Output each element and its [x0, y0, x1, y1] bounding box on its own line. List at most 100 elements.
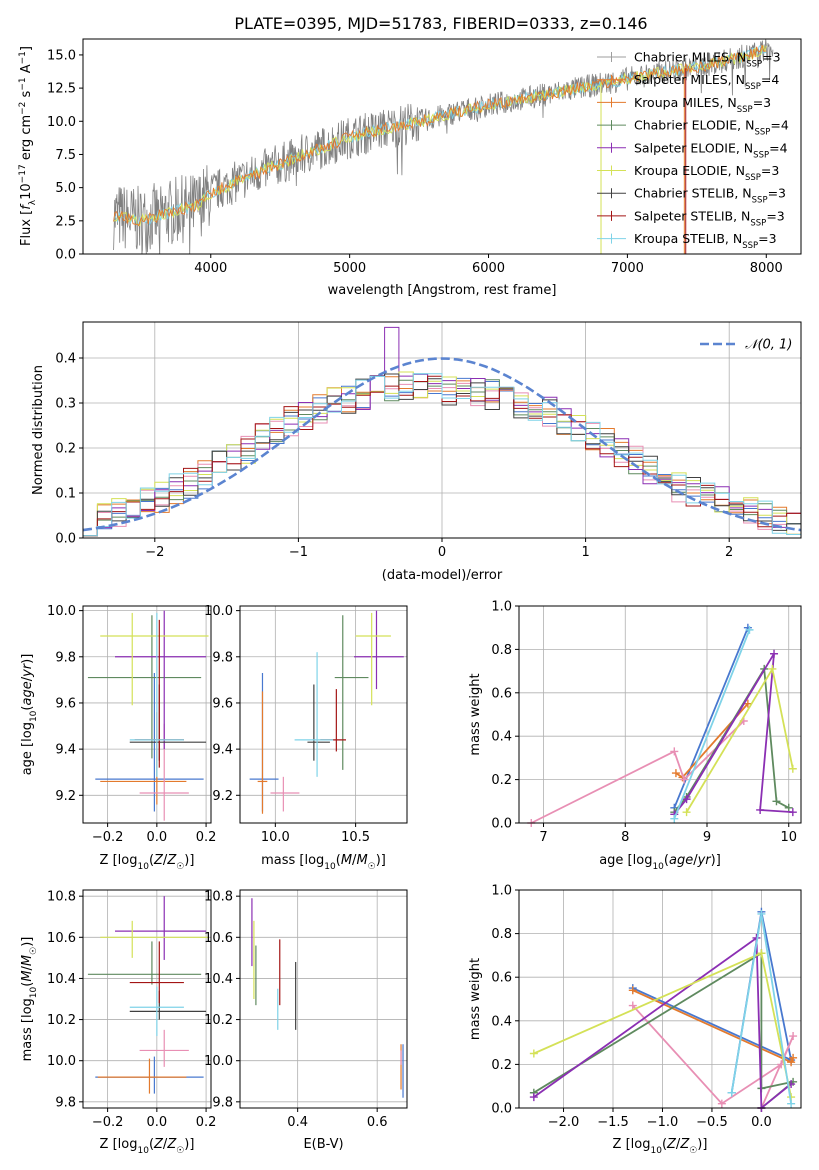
- y-tick-label: 0.6: [491, 686, 512, 701]
- mass-weight-marker: [788, 764, 797, 773]
- legend-label-tail: =3: [761, 163, 779, 178]
- mass-weight-series: [632, 989, 794, 1064]
- errorbar-point: [355, 612, 391, 706]
- x-tick-label: 4000: [194, 261, 227, 276]
- axis-label-part: age [log: [599, 853, 652, 868]
- axis-label-part: Z: [166, 1137, 177, 1152]
- y-axis-label: mass weight: [468, 673, 483, 755]
- axis-label-part: /: [20, 676, 35, 681]
- x-tick-label: 2: [725, 545, 733, 560]
- y-tick-label: 0.0: [55, 532, 76, 547]
- legend-label-tail: =3: [753, 95, 771, 110]
- errorbar-point: [307, 684, 330, 761]
- y-tick-label: 10.2: [47, 1013, 76, 1028]
- axis-label-part: ☉: [176, 862, 184, 872]
- mass-weight-marker: [682, 808, 691, 817]
- y-tick-label: 9.8: [55, 650, 76, 665]
- legend-label: Kroupa MILES, NSSP=3: [634, 95, 771, 115]
- axis-label-part: Z: [666, 1137, 677, 1152]
- axis-label-part: )]: [20, 937, 35, 947]
- mass-weight-vs-metallicity-panel: −2.0 −1.5 −1.0 −0.5 0.0 0.0 0.2 0.4 0.6 0.8 1.0 mas…: [468, 884, 802, 1156]
- spectrum-plot: [113, 39, 774, 254]
- mass-weight-marker: [745, 625, 754, 634]
- x-tick-label: 10.0: [261, 830, 290, 845]
- y-axis-label-part: −17: [18, 164, 28, 183]
- axis-label-part: 10: [324, 862, 336, 872]
- axes-frame: [518, 605, 802, 824]
- legend-label: Chabrier STELIB, NSSP=3: [634, 186, 786, 206]
- age-vs-metallicity-panel: −0.2 0.0 0.29.29.49.69.810.0Z [log10(Z/Z☉)…: [20, 604, 216, 872]
- x-tick-label: −0.2: [92, 830, 124, 845]
- histogram-series: [83, 373, 801, 537]
- mass-weight-marker: [789, 1053, 798, 1062]
- x-tick-label: 6000: [472, 261, 505, 276]
- gaussian-legend-label: 𝒩(0, 1): [745, 338, 792, 353]
- errorbar-point: [100, 612, 209, 706]
- mass-weight-marker: [670, 747, 679, 756]
- axis-label-part: (: [149, 1137, 154, 1152]
- axis-label-part: )]: [184, 853, 194, 868]
- axis-label-part: )]: [20, 654, 35, 664]
- mass-weight-marker: [670, 814, 679, 823]
- y-tick-label: 10.0: [204, 1054, 233, 1069]
- mass-vs-metallicity-panel: −0.2 0.0 0.29.810.010.210.410.610.8Z [log1…: [20, 889, 216, 1156]
- x-tick-label: −1.5: [597, 1115, 629, 1130]
- y-axis-label-part: Flux [: [19, 210, 34, 246]
- mass-weight-marker: [768, 664, 777, 673]
- errorbar-point: [334, 615, 369, 770]
- y-tick-label: 1.0: [491, 600, 512, 615]
- errorbar-point: [249, 672, 279, 812]
- legend-label-sub: SSP: [745, 82, 761, 92]
- legend-label-text: Salpeter ELODIE, N: [634, 140, 753, 155]
- y-tick-label: 0.0: [491, 817, 512, 832]
- x-tick-label: 5000: [333, 261, 366, 276]
- mass-weight-marker: [680, 775, 689, 784]
- x-tick-label: 0.0: [147, 830, 168, 845]
- legend-label-tail: =4: [769, 140, 787, 155]
- errorbar-point: [294, 652, 334, 777]
- legend-label-sub: SSP: [746, 60, 762, 70]
- legend-label-sub: SSP: [745, 173, 761, 183]
- axis-label-part: Z [log: [100, 1137, 138, 1152]
- axes-frame: [239, 605, 408, 824]
- legend-label: Chabrier MILES, NSSP=3: [634, 50, 781, 70]
- legend-label: Salpeter STELIB, NSSP=3: [634, 208, 785, 228]
- x-axis-label: mass [log10(M/M☉)]: [261, 853, 386, 872]
- axis-label-part: 10: [137, 862, 149, 872]
- mass-weight-marker: [787, 1099, 796, 1108]
- y-tick-label: 15.0: [47, 48, 76, 63]
- axis-label-part: ☉: [689, 1146, 697, 1156]
- y-axis-label-part: A: [19, 64, 34, 77]
- errorbar-point: [115, 610, 207, 750]
- y-axis-label-part: f: [19, 203, 34, 210]
- axis-label-part: /: [693, 853, 698, 868]
- axis-label-part: (: [664, 853, 669, 868]
- mass-weight-marker: [756, 805, 765, 814]
- y-axis-label: mass [log10(M/M☉)]: [20, 937, 39, 1062]
- legend-label-tail: =4: [761, 72, 779, 87]
- axis-label-part: M: [341, 853, 352, 868]
- x-tick-label: 0.2: [196, 830, 217, 845]
- mass-weight-marker: [757, 909, 766, 918]
- x-axis-label: Z [log10(Z/Z☉)]: [613, 1137, 708, 1156]
- mass-weight-marker: [784, 803, 793, 812]
- axis-label-part: M: [356, 853, 367, 868]
- y-tick-label: 10.8: [47, 890, 76, 905]
- mass-weight-marker: [628, 986, 637, 995]
- axis-label-part: mass [log: [261, 853, 324, 868]
- y-tick-label: 10.4: [204, 972, 233, 987]
- mass-weight-series: [673, 629, 751, 820]
- axis-label-part: 10: [650, 1146, 662, 1156]
- axis-label-part: (: [149, 853, 154, 868]
- errorbar-point: [129, 990, 207, 1020]
- y-tick-label: 9.6: [212, 696, 233, 711]
- legend-label-text: Kroupa MILES, N: [634, 95, 737, 110]
- y-tick-label: 9.8: [55, 1095, 76, 1110]
- axis-label-part: /: [352, 853, 357, 868]
- axis-label-part: /: [163, 1137, 168, 1152]
- axes-frame: [518, 889, 802, 1109]
- legend-label-tail: =3: [758, 231, 776, 246]
- axis-label-part: M: [20, 955, 35, 966]
- legend-label-sub: SSP: [754, 128, 770, 138]
- x-tick-label: 10.5: [341, 830, 370, 845]
